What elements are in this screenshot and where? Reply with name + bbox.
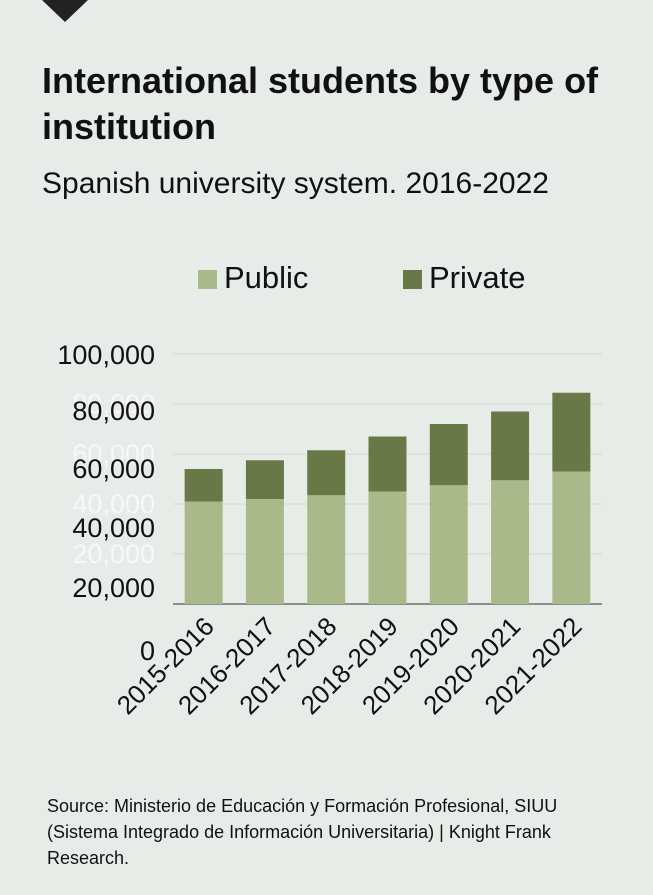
y-tick-label: 100,000 — [57, 340, 155, 370]
bar-segment-private — [245, 460, 284, 499]
bar-segment-public — [368, 491, 407, 604]
y-tick-label: 40,000 — [72, 513, 155, 543]
chart-title: International students by type of instit… — [42, 60, 599, 147]
bar-segment-public — [429, 485, 468, 604]
y-tick-label: 20,000 — [72, 573, 155, 603]
y-tick-label: 0 — [140, 636, 155, 666]
legend-label-private: Private — [429, 260, 526, 295]
bar-segment-private — [491, 411, 530, 481]
bar-segment-private — [307, 450, 346, 496]
bar-segment-public — [245, 499, 284, 604]
legend-swatch-public — [198, 270, 217, 289]
source-note: Source: Ministerio de Educación y Formac… — [47, 796, 558, 868]
bar-segment-public — [491, 480, 530, 604]
y-tick-label-faded: 80,000 — [72, 389, 155, 419]
bar-segment-public — [184, 501, 223, 604]
y-tick-label-faded: 60,000 — [72, 439, 155, 469]
y-tick-label-faded: 20,000 — [72, 539, 155, 569]
y-tick-label: 80,000 — [72, 396, 155, 426]
bar-segment-public — [552, 471, 591, 604]
y-tick-label: 60,000 — [72, 454, 155, 484]
collapse-triangle-icon[interactable] — [42, 0, 88, 22]
bar-segment-private — [429, 424, 468, 486]
legend-label-public: Public — [224, 260, 309, 295]
bar-segment-public — [307, 495, 346, 604]
chart-subtitle: Spanish university system. 2016-2022 — [42, 167, 549, 200]
bar-segment-private — [184, 469, 223, 502]
bar-segment-private — [368, 436, 407, 492]
legend-swatch-private — [403, 270, 422, 289]
y-tick-label-faded: 40,000 — [72, 489, 155, 519]
bar-segment-private — [552, 392, 591, 472]
